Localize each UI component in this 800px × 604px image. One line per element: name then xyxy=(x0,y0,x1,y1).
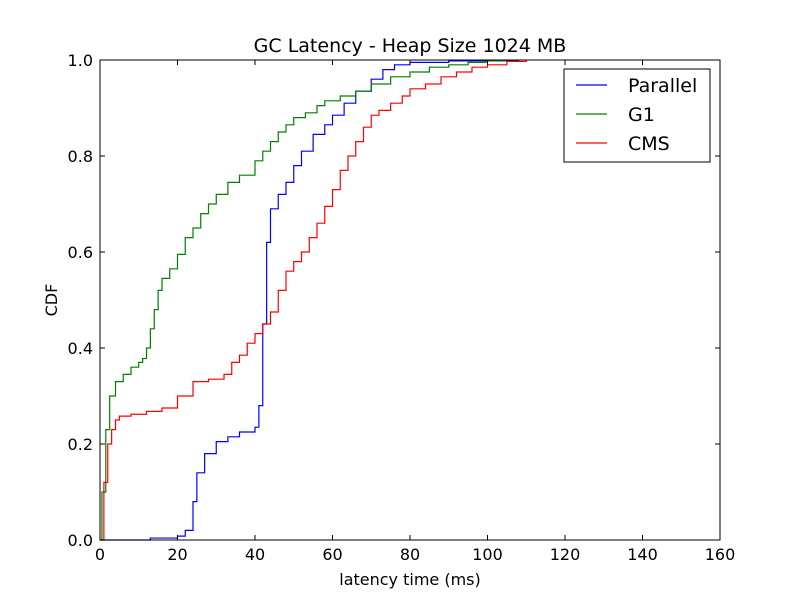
legend-label-parallel: Parallel xyxy=(628,75,697,97)
x-tick-label: 120 xyxy=(550,545,581,564)
y-tick-label: 0.8 xyxy=(68,147,93,166)
x-axis-label: latency time (ms) xyxy=(339,570,481,589)
y-tick-label: 0.2 xyxy=(68,435,93,454)
y-tick-label: 0.4 xyxy=(68,339,93,358)
legend-label-g1: G1 xyxy=(628,104,655,126)
y-axis-label: CDF xyxy=(42,284,61,317)
legend: Parallel G1 CMS xyxy=(563,68,711,163)
plot-frame xyxy=(99,59,721,541)
chart-title: GC Latency - Heap Size 1024 MB xyxy=(254,35,567,57)
x-tick-label: 100 xyxy=(472,545,503,564)
y-tick-label: 0.0 xyxy=(68,531,93,550)
series-line-g1 xyxy=(100,60,508,541)
x-tick-label: 80 xyxy=(400,545,420,564)
legend-label-cms: CMS xyxy=(628,133,670,155)
tick-labels-group: 0 20 40 60 80 100 120 140 160 0.0 0.2 0.4 0.6 0.8 1.0 xyxy=(68,51,736,564)
x-tick-label: 40 xyxy=(245,545,265,564)
series-group xyxy=(100,59,527,541)
y-tick-label: 0.6 xyxy=(68,243,93,262)
series-line-cms xyxy=(100,60,527,541)
legend-items: Parallel G1 CMS xyxy=(576,75,697,155)
x-tick-label: 20 xyxy=(167,545,187,564)
x-tick-label: 0 xyxy=(95,545,105,564)
series-line-parallel xyxy=(100,59,520,541)
x-tick-label: 140 xyxy=(627,545,658,564)
y-tick-label: 1.0 xyxy=(68,51,93,70)
x-tick-label: 160 xyxy=(705,545,736,564)
x-tick-label: 60 xyxy=(322,545,342,564)
